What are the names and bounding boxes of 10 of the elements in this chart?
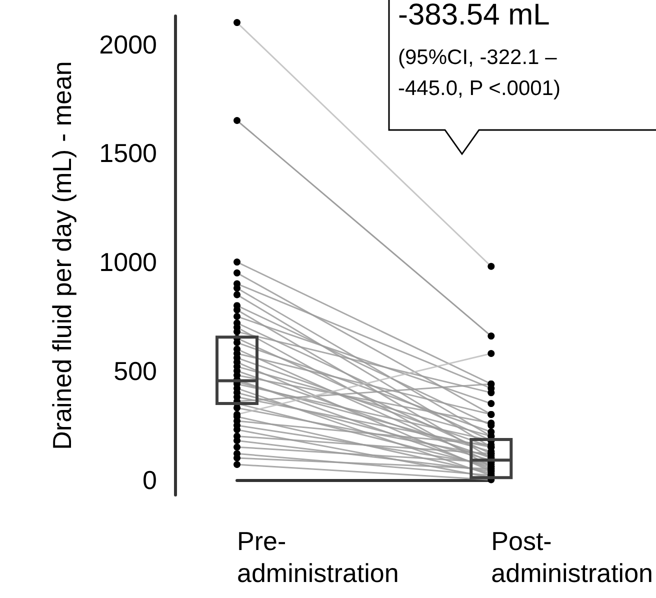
y-tick-label: 0	[142, 464, 157, 495]
y-tick-label: 2000	[99, 29, 157, 60]
annotation: (95%CI, -322.1 – -445.0, P <.0001)	[398, 46, 563, 100]
annotation: -383.54 mL	[398, 0, 550, 32]
x-tick-label: Pre-administration	[237, 526, 399, 588]
y-tick-label: 1000	[99, 247, 157, 278]
x-tick-label: Post-administration	[491, 526, 654, 588]
y-tick-label: 1500	[99, 138, 157, 168]
y-axis-title: Drained fluid per day (mL) - mean	[47, 61, 77, 450]
y-tick-label: 500	[114, 356, 157, 386]
